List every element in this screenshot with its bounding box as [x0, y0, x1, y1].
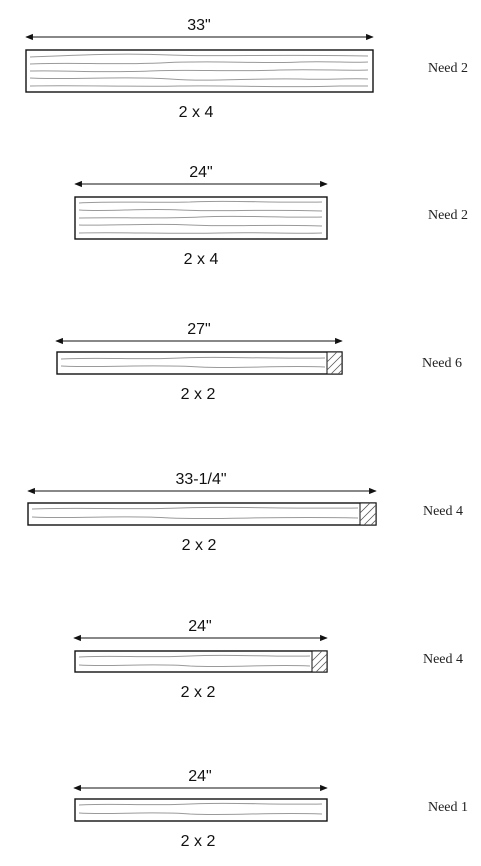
board-2x2: [74, 798, 328, 822]
lumber-size-label: 2 x 4: [179, 104, 214, 121]
quantity-label: Need 4: [423, 652, 463, 667]
board-group-4: 33-1/4" 2 x 2 Need 4: [27, 471, 463, 554]
length-label: 24": [189, 164, 212, 181]
wood-grain: [78, 654, 311, 668]
end-grain-hatch: [359, 502, 377, 526]
wood-grain: [31, 506, 359, 520]
wood-grain: [29, 53, 369, 88]
quantity-label: Need 4: [423, 504, 463, 519]
lumber-size-label: 2 x 2: [182, 537, 217, 554]
wood-grain: [60, 356, 326, 369]
board-2x4: [25, 49, 374, 93]
board-group-6: 24" 2 x 2 Need 1: [73, 768, 468, 850]
length-label: 24": [188, 618, 211, 635]
lumber-size-label: 2 x 2: [181, 386, 216, 403]
board-2x2: [56, 351, 343, 375]
wood-grain: [78, 200, 323, 234]
wood-grain: [78, 802, 323, 816]
board-2x2: [74, 650, 328, 673]
length-label: 33-1/4": [175, 471, 226, 488]
quantity-label: Need 6: [422, 356, 462, 371]
board-group-5: 24" 2 x 2 Need 4: [73, 618, 463, 701]
board-group-3: 27" 2 x 2 Need 6: [55, 321, 462, 403]
end-grain-hatch: [311, 650, 328, 673]
lumber-size-label: 2 x 2: [181, 684, 216, 701]
board-group-1: 33" 2 x 4 Need 2: [25, 17, 468, 121]
lumber-size-label: 2 x 4: [184, 251, 219, 268]
length-label: 24": [188, 768, 211, 785]
quantity-label: Need 2: [428, 61, 468, 76]
board-2x2: [27, 502, 377, 526]
length-label: 33": [187, 17, 210, 34]
board-group-2: 24" 2 x 4 Need 2: [74, 164, 468, 268]
length-label: 27": [187, 321, 210, 338]
quantity-label: Need 1: [428, 800, 468, 815]
quantity-label: Need 2: [428, 208, 468, 223]
end-grain-hatch: [326, 351, 343, 375]
lumber-size-label: 2 x 2: [181, 833, 216, 850]
